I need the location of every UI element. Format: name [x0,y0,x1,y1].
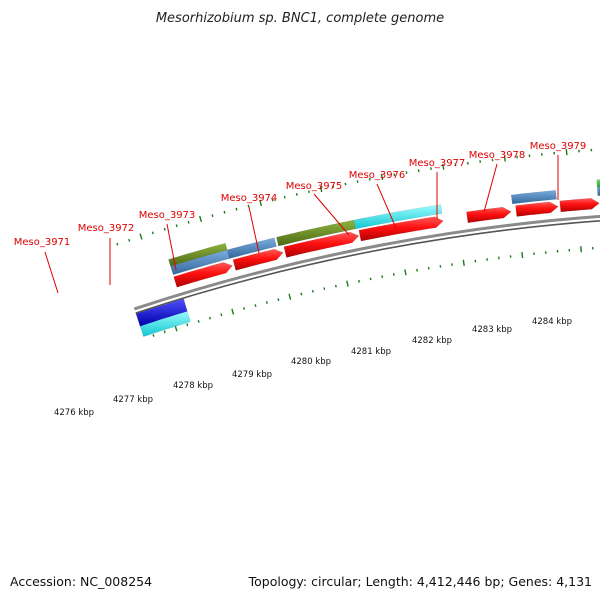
cds-meso-3973 [283,231,360,258]
outer-tick-mark [175,224,178,228]
gene-label-meso-3974: Meso_3974 [221,193,278,204]
inner-tick-mark [404,269,407,276]
outer-tick-mark [163,227,166,231]
outer-tick-mark [128,238,131,242]
gene-label-meso-3977: Meso_3977 [409,158,466,169]
scale-label: 4276 kbp [54,408,94,418]
scale-label: 4284 kbp [532,317,572,327]
inner-tick-mark [220,313,223,317]
gene-label-meso-3978: Meso_3978 [469,150,526,161]
inner-tick-mark [334,284,337,288]
map-title: Mesorhizobium sp. BNC1, complete genome [156,11,444,26]
inner-tick-mark [186,323,189,327]
inner-tick-mark [462,259,465,266]
inner-tick-mark [358,279,360,283]
gene-label-meso-3979: Meso_3979 [530,141,587,152]
feature-blue [135,298,188,327]
outer-tick-mark [308,190,310,194]
feature-green [596,179,600,187]
inner-tick-mark [416,268,418,272]
scale-label: 4283 kbp [472,325,512,335]
outer-tick-mark [565,149,568,156]
genome-backbone [133,214,600,314]
inner-tick-mark [208,316,211,320]
outer-tick-mark [211,214,214,217]
outer-tick-mark [247,204,250,208]
scale-label: 4278 kbp [173,381,213,391]
scale-label: 4277 kbp [113,395,153,405]
inner-tick-mark [243,307,246,310]
outer-tick-mark [332,185,335,188]
outer-tick-mark [295,193,298,196]
outer-tick-mark [116,242,119,246]
outer-tick-mark [271,198,274,202]
cds-meso-3976 [515,201,559,217]
feature-steelblue [596,186,600,196]
gene-label-meso-3972: Meso_3972 [78,223,135,234]
feature-olive [168,242,228,267]
backbone-line-inner [135,220,600,314]
cds-meso-3977 [559,197,600,213]
inner-tick-mark [231,308,235,315]
outer-tick-mark [393,173,396,177]
gene-label-line [313,193,350,236]
gene-label-lines [44,155,559,294]
inner-tick-mark [323,287,326,291]
scale-label: 4282 kbp [412,336,452,346]
gene-label-line [376,183,397,229]
scale-label: 4279 kbp [232,370,272,380]
gene-label-meso-3971: Meso_3971 [14,237,71,248]
gene-label-meso-3976: Meso_3976 [349,170,406,181]
outer-tick-mark [259,199,262,207]
outer-tick-mark [344,182,347,186]
feature-cyan [353,204,443,230]
genome-summary-text: Topology: circular; Length: 4,412,446 bp… [248,574,592,589]
cds-meso-3975 [466,206,512,224]
feature-steelblue [510,189,557,205]
gene-label-meso-3975: Meso_3975 [286,181,343,192]
outer-tick-mark [199,215,203,222]
scale-labels: 4276 kbp 4277 kbp 4278 kbp 4279 kbp 4280… [54,317,572,418]
inner-tick-mark [163,330,166,334]
backbone-line-outer [133,214,600,311]
gene-label-meso-3973: Meso_3973 [139,210,196,221]
inner-tick-mark [521,252,524,259]
gene-label-line [166,223,177,271]
inner-tick-mark [580,246,582,253]
inner-tick-mark [265,301,268,304]
inner-tick-mark [311,289,314,293]
outer-tick-mark [187,220,190,224]
inner-tick-mark [254,304,257,307]
cds-meso-3971 [173,262,233,288]
tick-rows [116,148,594,337]
gene-label-line [248,206,260,254]
scale-label: 4280 kbp [291,357,331,367]
feature-tracks [135,179,600,337]
outer-tick-mark [283,195,286,199]
outer-tick-mark [235,207,238,211]
gene-label-line [483,163,498,213]
inner-tick-mark [277,298,280,301]
cds-meso-3974 [358,216,444,242]
scale-label: 4281 kbp [351,347,391,357]
cds-meso-3972 [232,248,284,271]
inner-tick-mark [197,320,200,323]
feature-steelblue [226,237,277,259]
outer-tick-mark [442,163,445,170]
accession-text: Accession: NC_008254 [10,574,153,589]
inner-tick-mark [300,292,303,296]
outer-tick-mark [319,185,323,193]
outer-tick-mark [223,210,226,214]
gene-label-line [44,251,59,294]
inner-tick-mark [346,280,349,287]
outer-tick-mark [503,155,506,162]
outer-tick-mark [151,231,154,235]
outer-tick-mark [380,173,384,181]
inner-tick-mark [152,334,155,337]
gene-labels: Meso_3971 Meso_3972 Meso_3973 Meso_3974 … [14,141,587,248]
outer-tick-mark [139,233,143,240]
inner-tick-mark [288,293,292,300]
